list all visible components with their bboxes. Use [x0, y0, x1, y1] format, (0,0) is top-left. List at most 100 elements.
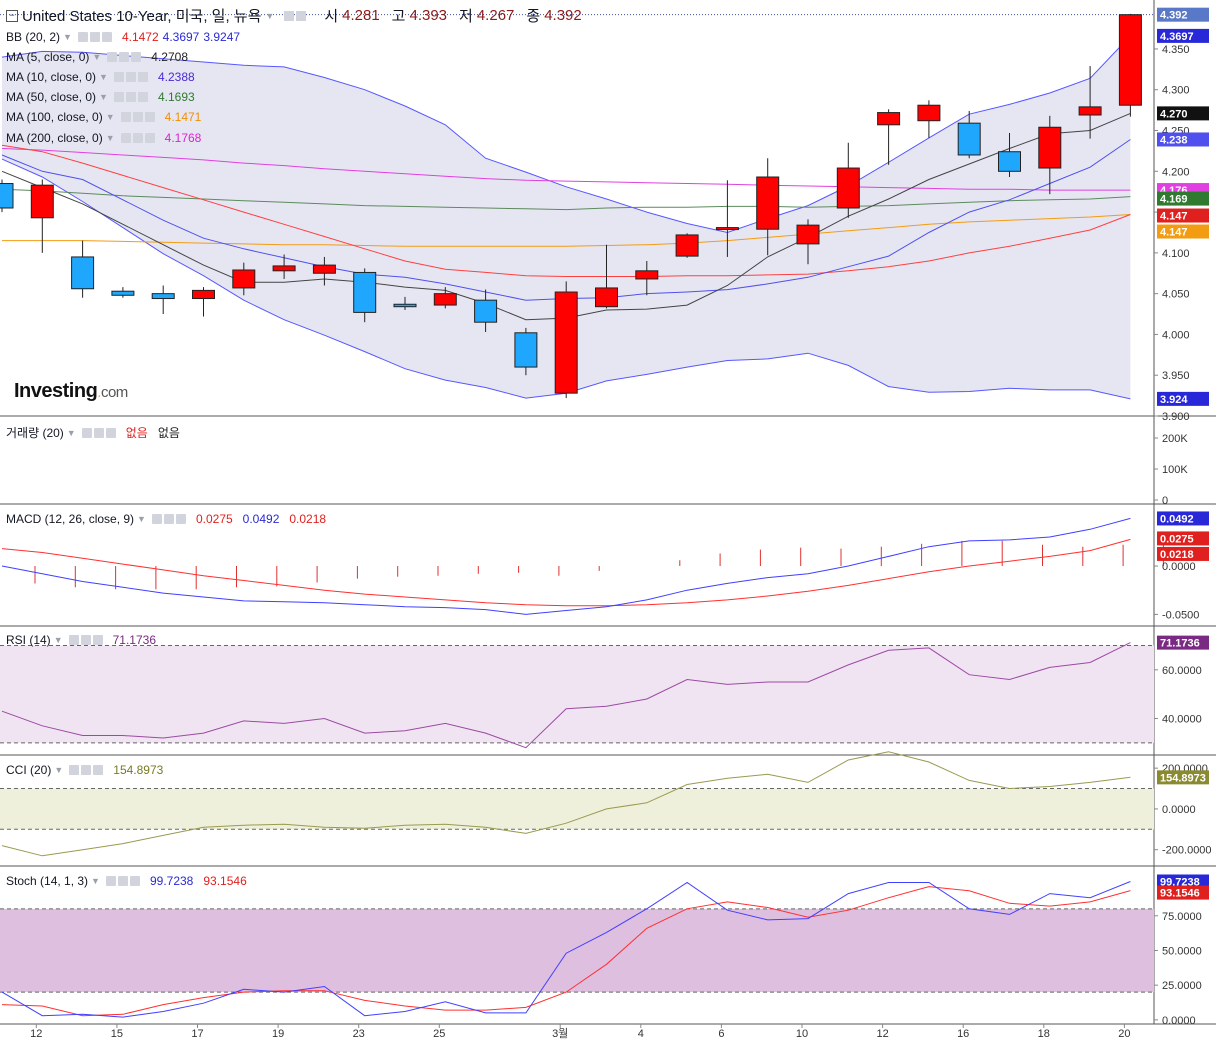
chevron-down-icon[interactable]: ▼ [105, 112, 115, 122]
stoch-legend[interactable]: Stoch (14, 1, 3) ▼ 99.7238 93.1546 [6, 874, 247, 888]
chevron-down-icon[interactable]: ▼ [91, 876, 100, 886]
eye-icon[interactable] [69, 765, 80, 775]
stoch-axis-tick-label: 25.0000 [1162, 980, 1202, 992]
candle-body [71, 256, 95, 290]
gear-icon[interactable] [125, 92, 136, 102]
gear-icon[interactable] [89, 32, 100, 42]
eye-icon[interactable] [77, 32, 88, 42]
macd-value-1: 0.0275 [195, 512, 233, 526]
chevron-down-icon[interactable]: ▼ [99, 92, 108, 102]
candle-body [151, 293, 175, 300]
close-icon[interactable] [131, 52, 142, 62]
ma50-legend[interactable]: MA (50, close, 0) ▼ 4.1693 [6, 90, 195, 104]
investing-logo: Investing.com [14, 380, 128, 402]
close-icon[interactable] [129, 876, 140, 886]
x-tick-label: 10 [796, 1028, 808, 1040]
legend-controls[interactable] [107, 52, 142, 62]
volume-legend[interactable]: 거래량 (20) ▼ 없음 없음 [6, 424, 180, 441]
eye-icon[interactable] [68, 635, 79, 645]
gear-icon[interactable] [163, 514, 174, 524]
eye-icon[interactable] [120, 133, 131, 143]
eye-icon[interactable] [284, 10, 295, 21]
bb-value-1: 4.1472 [121, 30, 159, 44]
close-icon[interactable] [105, 427, 116, 438]
eye-icon[interactable] [120, 112, 131, 122]
close-icon[interactable] [144, 133, 155, 143]
close-icon[interactable] [93, 765, 104, 775]
gear-icon[interactable] [93, 427, 104, 438]
legend-controls[interactable] [105, 876, 140, 886]
eye-icon[interactable] [81, 427, 92, 438]
rsi-value: 71.1736 [112, 633, 156, 647]
chevron-down-icon[interactable]: ▼ [105, 133, 115, 143]
eye-icon[interactable] [113, 72, 124, 82]
chevron-down-icon[interactable]: ▼ [137, 514, 146, 524]
close-icon[interactable] [92, 635, 103, 645]
ma50-tag: 4.169 [1160, 194, 1188, 206]
gear-icon[interactable] [119, 52, 130, 62]
legend-controls[interactable] [151, 514, 186, 524]
legend-controls[interactable] [68, 635, 103, 645]
gear-icon[interactable] [117, 876, 128, 886]
eye-icon[interactable] [107, 52, 118, 62]
gear-icon[interactable] [125, 72, 136, 82]
chevron-down-icon[interactable]: ▼ [63, 32, 72, 42]
gear-icon[interactable] [81, 765, 92, 775]
bollinger-middle-line [1, 144, 1131, 277]
x-tick-label: 25 [433, 1028, 445, 1040]
stoch-axis-tick-label: 50.0000 [1162, 945, 1202, 957]
close-icon[interactable] [101, 32, 112, 42]
gear-icon[interactable] [296, 10, 307, 21]
macd-value-2: 0.0492 [242, 512, 280, 526]
chevron-down-icon[interactable]: ▼ [54, 765, 64, 775]
ma10-legend[interactable]: MA (10, close, 0) ▼ 4.2388 [6, 70, 195, 84]
title-chevron-down-icon[interactable]: ▼ [265, 10, 275, 21]
legend-controls[interactable] [120, 133, 155, 143]
legend-controls[interactable] [81, 427, 116, 438]
eye-icon[interactable] [151, 514, 162, 524]
macd-value-3: 0.0218 [289, 512, 327, 526]
close-icon[interactable] [144, 112, 155, 122]
gear-icon[interactable] [80, 635, 91, 645]
eye-icon[interactable] [113, 92, 124, 102]
x-tick-label: 23 [353, 1028, 365, 1040]
candle-body [836, 167, 860, 209]
cci-value-tag-bg [1157, 770, 1209, 785]
candle-body [796, 224, 820, 245]
legend-controls[interactable] [69, 765, 104, 775]
candle-body [272, 265, 296, 272]
macd-legend[interactable]: MACD (12, 26, close, 9) ▼ 0.0275 0.0492 0… [6, 512, 326, 526]
rsi-legend[interactable]: RSI (14) ▼ 71.1736 [6, 633, 156, 647]
gear-icon[interactable] [132, 112, 143, 122]
legend-controls[interactable] [120, 112, 155, 122]
bb-lower-tag: 3.924 [1160, 394, 1188, 406]
ma5-legend[interactable]: MA (5, close, 0) ▼ 4.2708 [6, 50, 188, 64]
stoch-d-value-tag-bg [1157, 885, 1209, 900]
collapse-icon[interactable]: − [6, 9, 18, 22]
price-axis-tick-label: 3.950 [1162, 370, 1190, 382]
ma200-legend[interactable]: MA (200, close, 0) ▼ 4.1768 [6, 131, 201, 145]
ma100-legend[interactable]: MA (100, close, 0) ▼ 4.1471 [6, 110, 201, 124]
ma200-label: MA (200, close, 0) [6, 131, 103, 145]
legend-controls[interactable] [77, 32, 112, 42]
chevron-down-icon[interactable]: ▼ [66, 427, 76, 438]
cci-value-tag: 154.8973 [1160, 772, 1206, 784]
cci-legend[interactable]: CCI (20) ▼ 154.8973 [6, 763, 163, 777]
chevron-down-icon[interactable]: ▼ [99, 72, 108, 82]
macd-line [1, 517, 1131, 615]
candle-body [998, 151, 1021, 172]
legend-controls[interactable] [113, 72, 148, 82]
legend-controls[interactable] [113, 92, 148, 102]
chevron-down-icon[interactable]: ▼ [53, 635, 63, 645]
x-tick-label: 6 [718, 1028, 724, 1040]
gear-icon[interactable] [132, 133, 143, 143]
bb-legend[interactable]: BB (20, 2) ▼ 4.1472 4.3697 3.9247 [6, 30, 240, 44]
rsi-line [1, 642, 1131, 749]
close-icon[interactable] [137, 72, 148, 82]
close-icon[interactable] [137, 92, 148, 102]
title-settings-controls[interactable] [284, 10, 307, 21]
close-icon[interactable] [175, 514, 186, 524]
eye-icon[interactable] [105, 876, 116, 886]
x-tick-label: 20 [1118, 1028, 1130, 1040]
chevron-down-icon[interactable]: ▼ [92, 52, 102, 62]
